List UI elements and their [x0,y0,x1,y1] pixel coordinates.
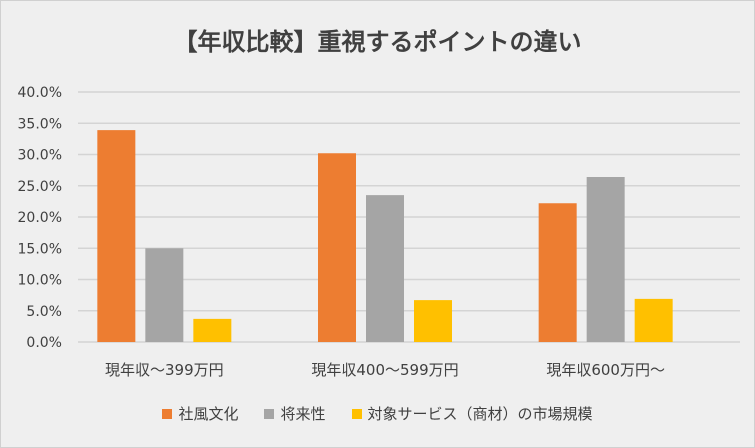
legend-item: 将来性 [264,403,326,424]
legend-swatch [162,408,173,419]
bar-1-1 [366,195,404,342]
x-tick-label: 現年収400～599万円 [311,361,458,379]
y-tick-label: 0.0% [26,335,62,351]
y-tick-label: 20.0% [18,210,62,226]
legend-label: 社風文化 [178,405,239,423]
y-tick-label: 10.0% [18,273,62,289]
x-tick-label: 現年収～399万円 [105,361,224,379]
legend-swatch [264,408,275,419]
legend-item: 対象サービス（商材）の市場規模 [351,403,593,424]
legend-item: 社風文化 [162,403,238,424]
bar-2-1 [414,300,452,342]
bar-0-0 [97,130,136,342]
legend-swatch [351,408,362,419]
bar-2-2 [634,298,673,342]
y-tick-label: 25.0% [18,179,62,195]
legend-label: 対象サービス（商材）の市場規模 [367,405,593,423]
bar-0-2 [538,203,577,342]
bar-2-0 [193,318,232,342]
legend-label: 将来性 [280,405,326,423]
y-tick-label: 5.0% [26,304,62,320]
chart-title: 【年収比較】重視するポイントの違い [173,28,582,56]
bar-1-2 [586,177,625,342]
bar-1-0 [145,248,184,342]
y-tick-label: 15.0% [18,241,62,257]
legend: 社風文化 将来性 対象サービス（商材）の市場規模 [0,403,755,424]
bar-0-1 [318,153,356,342]
y-tick-label: 30.0% [18,148,62,164]
y-tick-label: 40.0% [18,85,62,101]
x-tick-label: 現年収600万円～ [546,361,665,379]
y-tick-label: 35.0% [18,116,62,132]
